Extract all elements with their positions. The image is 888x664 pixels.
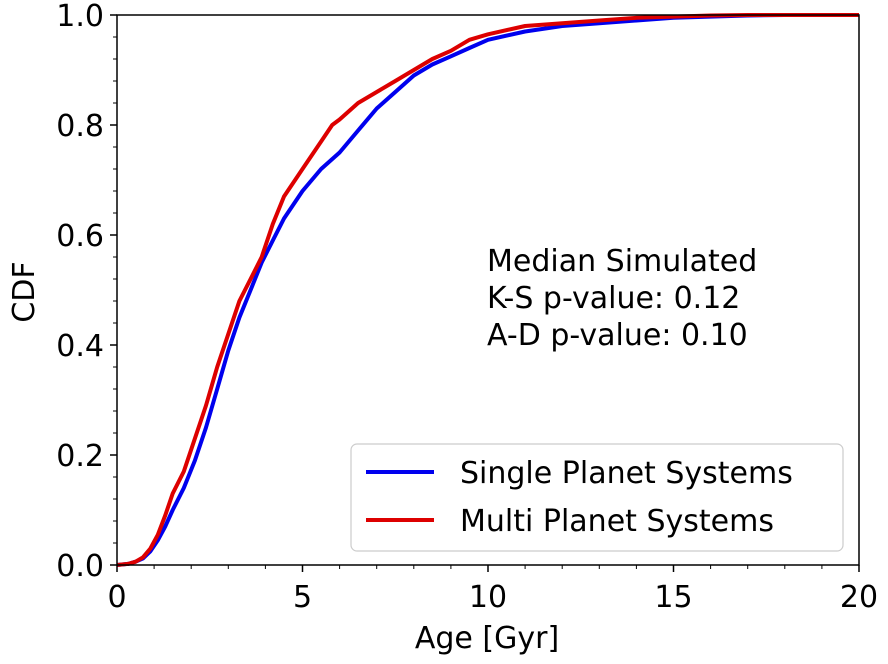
y-axis-ticks: 0.0 0.2 0.4 0.6 0.8 1.0 — [56, 0, 117, 584]
y-tick-label-0: 0.0 — [56, 549, 104, 584]
annotation-line-1: Median Simulated — [487, 244, 757, 279]
x-axis-label: Age [Gyr] — [415, 621, 559, 656]
x-tick-label-3: 15 — [654, 580, 692, 615]
y-tick-label-5: 1.0 — [56, 0, 104, 34]
x-tick-label-0: 0 — [107, 580, 126, 615]
x-axis-ticks: 0 5 10 15 20 — [107, 565, 878, 615]
annotation-text: Median Simulated K-S p-value: 0.12 A-D p… — [487, 244, 757, 353]
y-tick-label-1: 0.2 — [56, 439, 104, 474]
x-tick-label-4: 20 — [840, 580, 878, 615]
legend-label-multi: Multi Planet Systems — [460, 504, 774, 539]
series-line-0 — [116, 13, 859, 567]
annotation-line-3: A-D p-value: 0.10 — [487, 318, 748, 353]
y-axis-label: CDF — [7, 261, 42, 322]
legend-label-single: Single Planet Systems — [460, 456, 793, 491]
series-line-1 — [116, 13, 859, 567]
legend-box — [350, 443, 844, 552]
y-tick-label-4: 0.8 — [56, 109, 104, 144]
y-tick-label-2: 0.4 — [56, 329, 104, 364]
x-tick-label-1: 5 — [293, 580, 312, 615]
x-tick-label-2: 10 — [469, 580, 507, 615]
legend: Single Planet Systems Multi Planet Syste… — [350, 443, 844, 552]
y-tick-label-3: 0.6 — [56, 219, 104, 254]
plot-series — [116, 13, 859, 567]
annotation-line-2: K-S p-value: 0.12 — [487, 281, 740, 316]
minor-ticks — [113, 36, 823, 569]
